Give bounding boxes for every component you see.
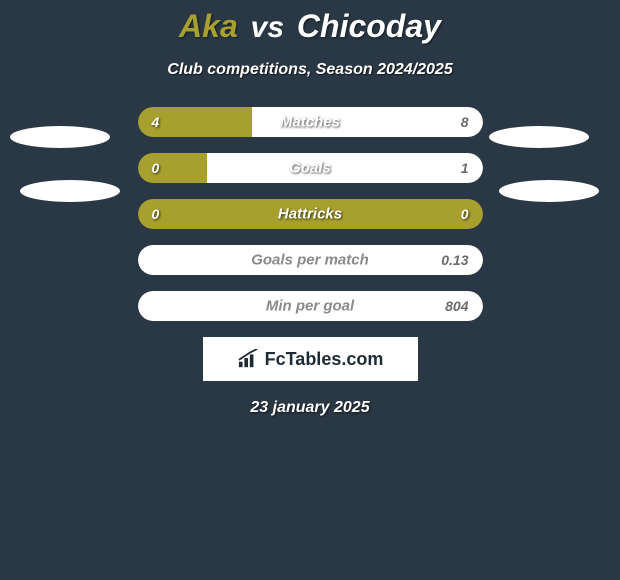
- bar-fill-left: [138, 153, 207, 183]
- vs-label: vs: [251, 11, 284, 44]
- badge-placeholder-right-1: [489, 126, 589, 148]
- stats-rows: 4 Matches 8 0 Goals 1 0 Hattricks 0 Goals per mat…: [0, 107, 620, 321]
- badge-placeholder-right-2: [499, 180, 599, 202]
- stat-value-right: 8: [461, 114, 469, 130]
- logo: FcTables.com: [237, 349, 384, 370]
- page-title: Aka vs Chicoday: [0, 8, 620, 45]
- comparison-card: Aka vs Chicoday Club competitions, Seaso…: [0, 0, 620, 417]
- badge-placeholder-left-2: [20, 180, 120, 202]
- logo-text: FcTables.com: [265, 349, 384, 370]
- stat-value-left: 0: [152, 160, 160, 176]
- stat-label: Goals per match: [251, 252, 369, 269]
- stat-row: Min per goal 804: [138, 291, 483, 321]
- stat-value-left: 0: [152, 206, 160, 222]
- stat-label: Min per goal: [266, 298, 354, 315]
- stat-value-right: 804: [445, 298, 468, 314]
- stat-value-right: 0: [461, 206, 469, 222]
- stat-value-right: 0.13: [441, 252, 468, 268]
- player2-name: Chicoday: [297, 8, 441, 44]
- subtitle: Club competitions, Season 2024/2025: [0, 61, 620, 79]
- bar-chart-icon: [237, 349, 259, 369]
- player1-name: Aka: [179, 8, 238, 44]
- stat-row: 4 Matches 8: [138, 107, 483, 137]
- logo-box[interactable]: FcTables.com: [203, 337, 418, 381]
- stat-row: 0 Goals 1: [138, 153, 483, 183]
- stat-value-left: 4: [152, 114, 160, 130]
- stat-label: Goals: [289, 160, 331, 177]
- stat-row: Goals per match 0.13: [138, 245, 483, 275]
- badge-placeholder-left-1: [10, 126, 110, 148]
- stat-value-right: 1: [461, 160, 469, 176]
- stat-label: Hattricks: [278, 206, 342, 223]
- bar-fill-right: [207, 153, 483, 183]
- stat-row: 0 Hattricks 0: [138, 199, 483, 229]
- stat-label: Matches: [280, 114, 340, 131]
- date-label: 23 january 2025: [0, 399, 620, 417]
